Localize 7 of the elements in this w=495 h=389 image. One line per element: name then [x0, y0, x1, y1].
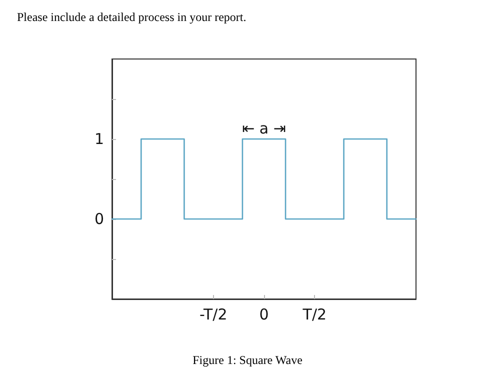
x-tick-label: 0	[259, 306, 269, 324]
text: Please include a detailed process in your report.	[17, 10, 246, 24]
text: Figure 1: Square Wave	[192, 353, 302, 367]
annotation: ⇤ a ⇥	[242, 120, 286, 138]
x-tick-label: -T/2	[199, 306, 228, 324]
y-tick-label: 1	[94, 130, 104, 148]
x-tick-label: T/2	[302, 306, 327, 324]
